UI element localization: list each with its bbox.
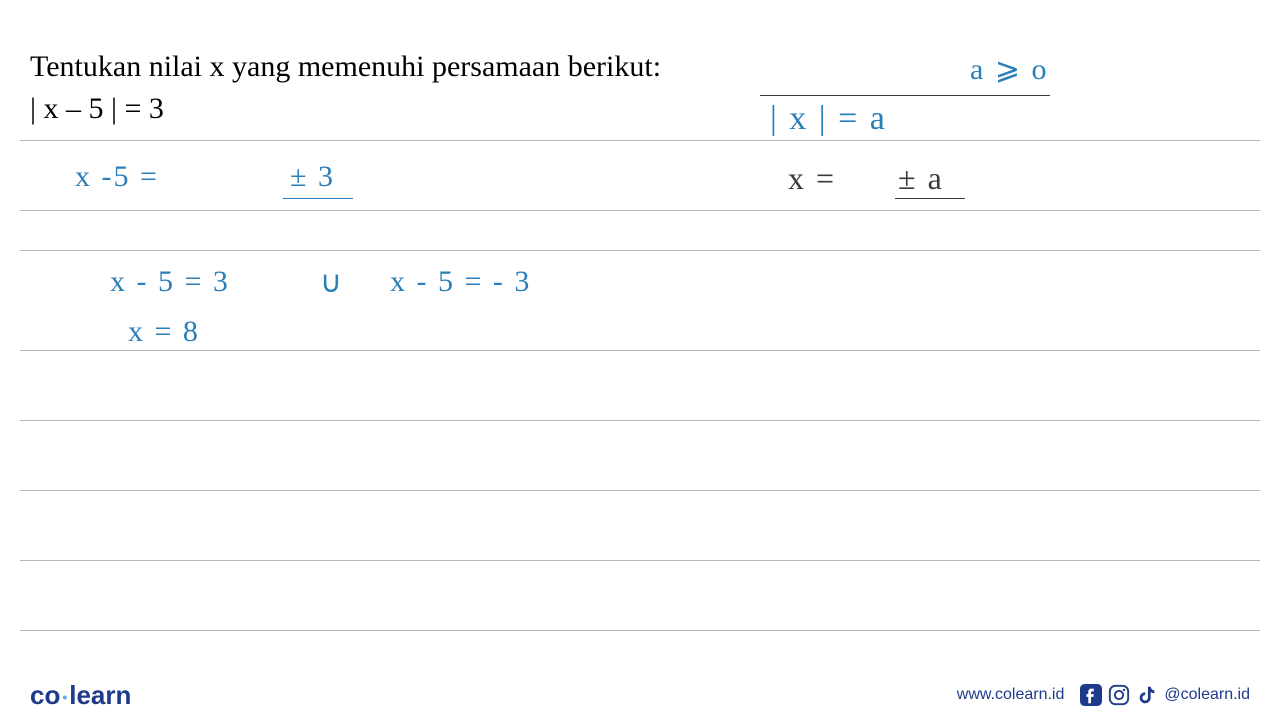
logo-text-1: co (30, 680, 60, 710)
ruled-line (20, 140, 1260, 141)
handwritten-text: a ⩾ o (970, 52, 1048, 87)
handwritten-text: x - 5 = 3 (110, 265, 230, 299)
ruled-line (20, 560, 1260, 561)
footer-right: www.colearn.id @colearn.id (957, 684, 1250, 706)
handwritten-text: x = (788, 160, 836, 197)
worksheet-area: Tentukan nilai x yang memenuhi persamaan… (0, 0, 1280, 660)
handwritten-text: ± 3 (290, 160, 335, 194)
ruled-line (20, 420, 1260, 421)
question-line-1: Tentukan nilai x yang memenuhi persamaan… (30, 50, 661, 84)
website-url: www.colearn.id (957, 686, 1065, 704)
underline (895, 198, 965, 199)
ruled-line (20, 250, 1260, 251)
handwritten-text: x - 5 = - 3 (390, 265, 531, 299)
handwritten-text: ± a (898, 160, 944, 197)
ruled-line (20, 210, 1260, 211)
handwritten-text: | x | = a (770, 100, 887, 138)
facebook-icon (1080, 684, 1102, 706)
ruled-line (20, 630, 1260, 631)
logo-dot: • (62, 689, 67, 705)
social-handle: @colearn.id (1164, 686, 1250, 704)
social-icons: @colearn.id (1080, 684, 1250, 706)
tiktok-icon (1136, 684, 1158, 706)
logo-text-2: learn (69, 680, 131, 710)
handwritten-text: ∪ (320, 265, 344, 300)
underline (760, 95, 1050, 96)
ruled-line (20, 490, 1260, 491)
question-line-2: | x – 5 | = 3 (30, 92, 164, 126)
underline (283, 198, 353, 199)
ruled-line (20, 350, 1260, 351)
instagram-icon (1108, 684, 1130, 706)
handwritten-text: x = 8 (128, 315, 200, 349)
handwritten-text: x -5 = (75, 160, 159, 194)
brand-logo: co•learn (30, 680, 131, 711)
footer: co•learn www.colearn.id @colearn.id (0, 670, 1280, 720)
